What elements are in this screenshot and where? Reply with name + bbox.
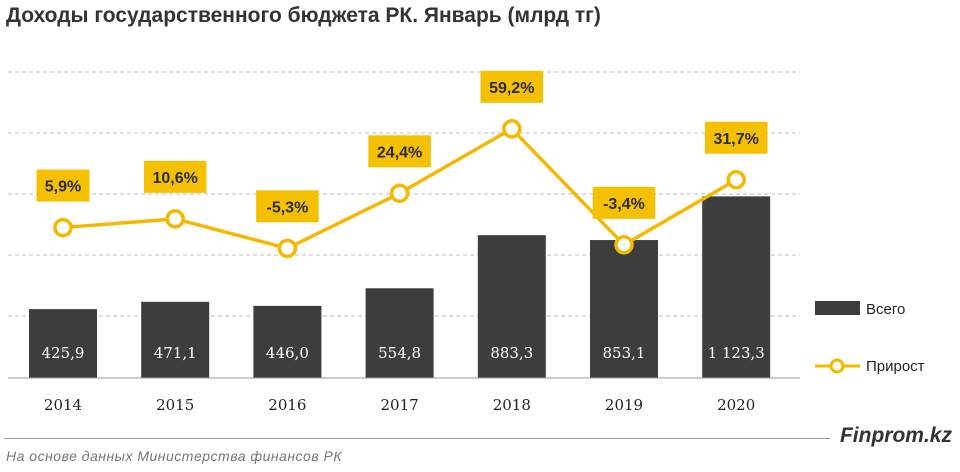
x-tick-label: 2019 (605, 396, 643, 414)
growth-label: 10,6% (153, 170, 198, 187)
bar-value-label: 471,1 (154, 344, 197, 362)
bar-2016 (253, 305, 322, 378)
growth-label: -5,3% (267, 199, 309, 216)
x-axis: 2014 2015 2016 2017 2018 2019 2020 (8, 377, 800, 414)
growth-label-box (480, 70, 544, 103)
growth-marker-2018 (502, 119, 522, 139)
bar-2018 (477, 235, 546, 378)
x-tick-label: 2018 (493, 396, 531, 414)
growth-label-box (143, 160, 207, 193)
bar-2017 (365, 288, 434, 378)
bar-2015 (141, 301, 210, 378)
bar-2019 (590, 240, 658, 378)
growth-marker-2015 (165, 209, 185, 229)
source-note: На основе данных Министерства финансов Р… (6, 448, 343, 464)
brand-logo: Finprom.kz (839, 424, 952, 447)
legend: Всего Прирост (815, 301, 925, 375)
bar-value-label: 883,3 (490, 344, 533, 362)
footer-divider (4, 438, 830, 439)
x-tick-label: 2014 (44, 396, 82, 414)
growth-marker-2016 (277, 238, 298, 259)
x-tick-label: 2016 (268, 396, 306, 414)
bar-2014 (29, 309, 97, 378)
bar-2020 (702, 196, 771, 378)
growth-marker-2019 (614, 235, 634, 255)
growth-label: 5,9% (45, 179, 81, 196)
bar-value-label: 446,0 (266, 344, 309, 362)
bar-value-label: 554,8 (378, 344, 421, 362)
legend-label-growth: Прирост (866, 358, 925, 375)
growth-label: -3,4% (603, 196, 645, 213)
bar-value-label: 853,1 (603, 344, 646, 362)
bar-value-label: 1 123,3 (708, 344, 765, 362)
growth-label-box (592, 186, 656, 219)
bar-value-label: 425,9 (42, 344, 85, 362)
growth-label-box (368, 135, 431, 168)
growth-label: 31,7% (714, 131, 759, 148)
growth-label: 59,2% (489, 80, 534, 97)
legend-label-total: Всего (866, 301, 905, 318)
growth-label-box (704, 121, 768, 154)
growth-label-box (256, 190, 319, 223)
growth-marker-2020 (726, 170, 746, 190)
x-tick-label: 2015 (156, 396, 194, 414)
growth-marker-2014 (53, 217, 73, 238)
growth-line: 5,9% 10,6% -5,3% 24,4% 59,2% -3,4% 31,7% (36, 70, 768, 259)
growth-label-box (36, 169, 90, 202)
chart-title: Доходы государственного бюджета РК. Янва… (6, 4, 601, 27)
growth-marker-2017 (389, 183, 410, 204)
x-tick-label: 2020 (717, 396, 755, 414)
legend-swatch-growth-marker (829, 358, 845, 374)
growth-label: 24,4% (377, 144, 422, 161)
legend-swatch-total (815, 301, 860, 315)
x-tick-label: 2017 (381, 396, 419, 414)
bars: 425,9 471,1 446,0 554,8 883,3 853,1 1 123,3 (29, 196, 771, 378)
